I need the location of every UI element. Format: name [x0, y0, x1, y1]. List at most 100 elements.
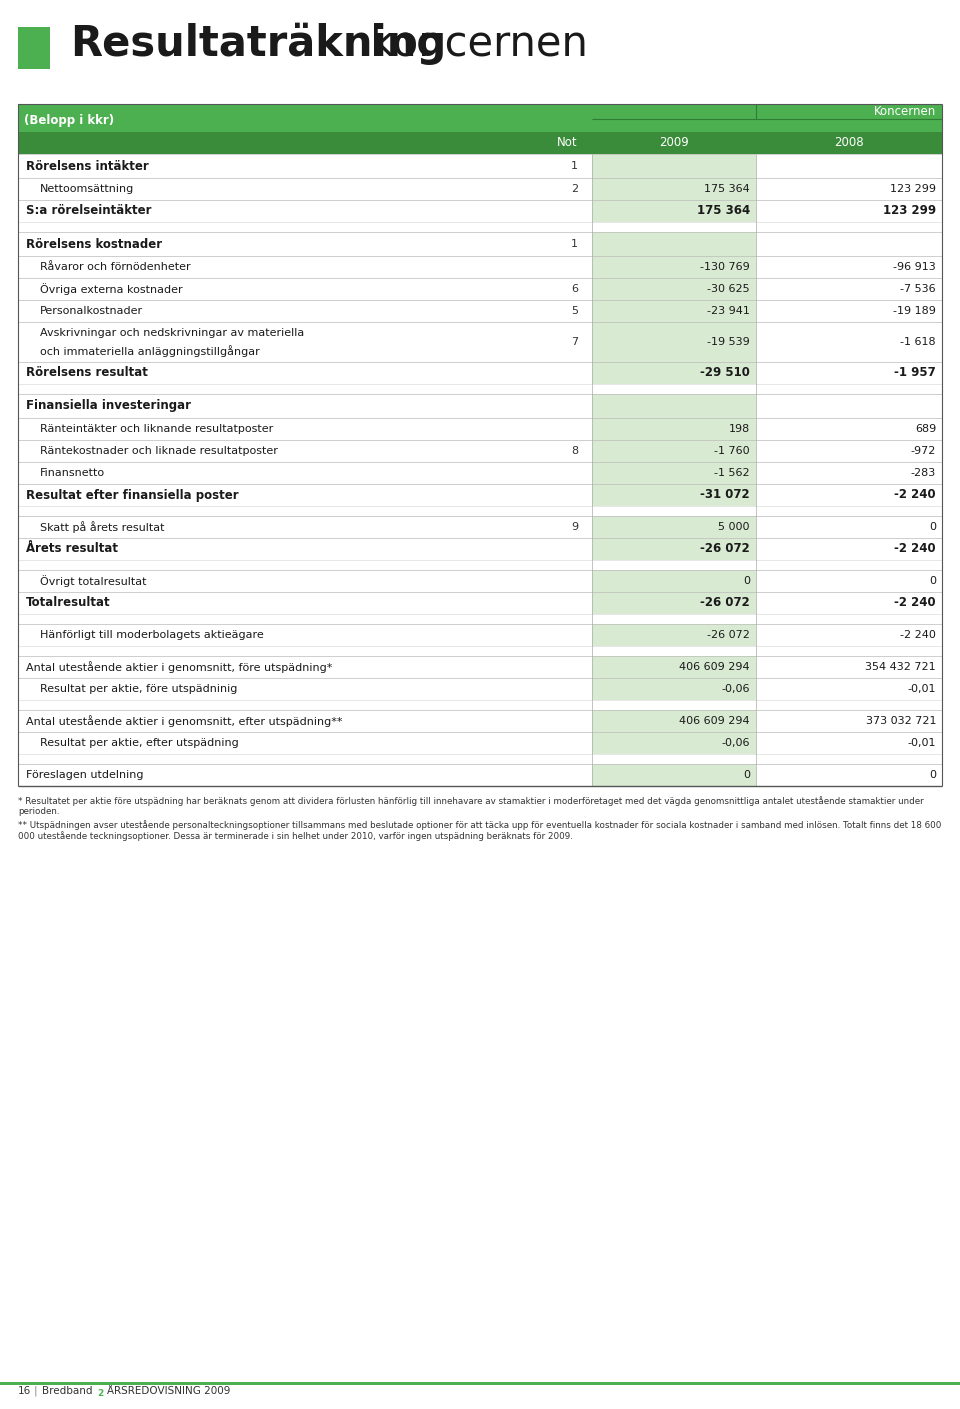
Text: Resultaträkning: Resultaträkning: [70, 23, 446, 65]
Bar: [18, 178, 592, 200]
Bar: [18, 323, 592, 362]
Bar: [18, 571, 592, 592]
Text: -19 189: -19 189: [893, 306, 936, 316]
Bar: [18, 700, 942, 710]
Bar: [18, 362, 592, 385]
Bar: [756, 538, 942, 559]
Bar: [18, 232, 592, 256]
Bar: [18, 440, 592, 462]
Bar: [18, 733, 592, 754]
Text: -1 957: -1 957: [895, 366, 936, 379]
Bar: [18, 256, 592, 278]
Text: 373 032 721: 373 032 721: [866, 716, 936, 726]
Bar: [592, 592, 756, 614]
Bar: [756, 485, 942, 506]
Text: 406 609 294: 406 609 294: [680, 662, 750, 672]
Text: -0,01: -0,01: [907, 683, 936, 695]
Text: -26 072: -26 072: [700, 542, 750, 555]
Text: -29 510: -29 510: [700, 366, 750, 379]
Text: 0: 0: [929, 576, 936, 586]
Text: Personalkostnader: Personalkostnader: [40, 306, 143, 316]
Bar: [18, 506, 942, 516]
Bar: [756, 362, 942, 385]
Text: -1 618: -1 618: [900, 337, 936, 347]
Text: -1 562: -1 562: [714, 468, 750, 478]
Bar: [756, 178, 942, 200]
Text: Finansnetto: Finansnetto: [40, 468, 106, 478]
Bar: [756, 232, 942, 256]
Text: -19 539: -19 539: [708, 337, 750, 347]
Bar: [18, 645, 942, 657]
Text: 8: 8: [571, 447, 578, 457]
Text: -2 240: -2 240: [895, 489, 936, 502]
Text: -31 072: -31 072: [701, 489, 750, 502]
Bar: [18, 614, 942, 624]
Text: Resultat per aktie, efter utspädning: Resultat per aktie, efter utspädning: [40, 738, 239, 748]
Bar: [756, 256, 942, 278]
Bar: [18, 104, 942, 132]
Text: 0: 0: [743, 576, 750, 586]
Bar: [592, 256, 756, 278]
Text: koncernen: koncernen: [357, 23, 588, 65]
Bar: [592, 362, 756, 385]
Bar: [756, 678, 942, 700]
Text: Avskrivningar och nedskrivningar av materiella: Avskrivningar och nedskrivningar av mate…: [40, 328, 304, 338]
Text: 1: 1: [571, 161, 578, 170]
Bar: [592, 733, 756, 754]
Text: -26 072: -26 072: [708, 630, 750, 640]
Bar: [592, 710, 756, 733]
Text: 0: 0: [929, 769, 936, 781]
Bar: [592, 657, 756, 678]
Text: 2008: 2008: [834, 137, 864, 149]
Text: Föreslagen utdelning: Föreslagen utdelning: [26, 769, 143, 781]
Text: Övrigt totalresultat: Övrigt totalresultat: [40, 575, 147, 588]
Text: Skatt på årets resultat: Skatt på årets resultat: [40, 521, 164, 533]
Text: 2009: 2009: [660, 137, 689, 149]
Text: -283: -283: [911, 468, 936, 478]
Bar: [18, 278, 592, 300]
Text: 123 299: 123 299: [883, 204, 936, 217]
Bar: [756, 764, 942, 786]
Bar: [756, 462, 942, 485]
Text: -23 941: -23 941: [708, 306, 750, 316]
Bar: [18, 154, 592, 178]
Text: 9: 9: [571, 521, 578, 533]
Text: -96 913: -96 913: [893, 262, 936, 272]
Bar: [18, 223, 942, 232]
Text: Råvaror och förnödenheter: Råvaror och förnödenheter: [40, 262, 191, 272]
Bar: [592, 440, 756, 462]
Bar: [756, 571, 942, 592]
Text: Rörelsens kostnader: Rörelsens kostnader: [26, 238, 162, 251]
Text: 175 364: 175 364: [705, 185, 750, 194]
Bar: [18, 538, 592, 559]
Bar: [592, 278, 756, 300]
Text: 2: 2: [571, 185, 578, 194]
Bar: [592, 678, 756, 700]
Bar: [0, 1382, 960, 1385]
Bar: [592, 462, 756, 485]
Text: S:a rörelseintäkter: S:a rörelseintäkter: [26, 204, 152, 217]
Text: 0: 0: [743, 769, 750, 781]
Bar: [592, 764, 756, 786]
Bar: [756, 418, 942, 440]
Text: * Resultatet per aktie före utspädning har beräknats genom att dividera förluste: * Resultatet per aktie före utspädning h…: [18, 796, 924, 816]
Text: 0: 0: [929, 521, 936, 533]
Text: |: |: [34, 1385, 37, 1396]
Bar: [18, 27, 50, 69]
Bar: [18, 657, 592, 678]
Bar: [18, 754, 942, 764]
Bar: [18, 592, 592, 614]
Text: Antal utestående aktier i genomsnitt, efter utspädning**: Antal utestående aktier i genomsnitt, ef…: [26, 714, 343, 727]
Bar: [18, 300, 592, 323]
Text: -30 625: -30 625: [708, 285, 750, 294]
Bar: [18, 418, 592, 440]
Text: Koncernen: Koncernen: [874, 106, 936, 118]
Text: ÅRSREDOVISNING 2009: ÅRSREDOVISNING 2009: [107, 1386, 230, 1396]
Text: 7: 7: [571, 337, 578, 347]
Text: -0,06: -0,06: [722, 683, 750, 695]
Text: Årets resultat: Årets resultat: [26, 542, 118, 555]
Bar: [592, 232, 756, 256]
Text: Finansiella investeringar: Finansiella investeringar: [26, 400, 191, 413]
Bar: [756, 395, 942, 418]
Bar: [592, 571, 756, 592]
